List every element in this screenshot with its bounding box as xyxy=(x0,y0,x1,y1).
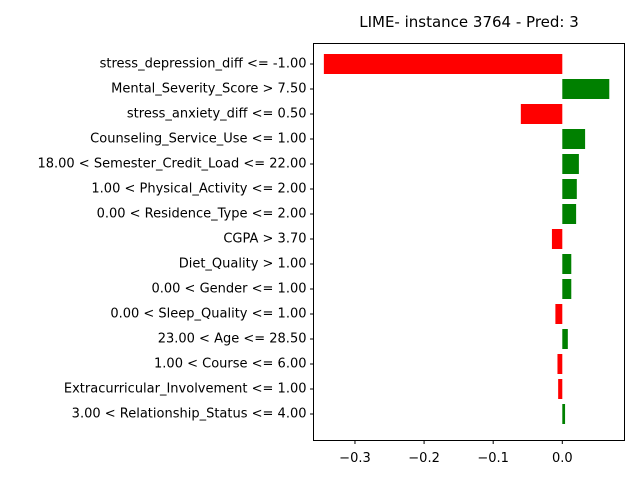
y-tick-label: 0.00 < Gender <= 1.00 xyxy=(151,282,306,297)
y-tick-label: 0.00 < Residence_Type <= 2.00 xyxy=(97,207,307,222)
y-tick-label: Extracurricular_Involvement <= 1.00 xyxy=(64,382,307,397)
y-tick-label: Diet_Quality > 1.00 xyxy=(179,257,307,272)
bar-5 xyxy=(562,179,577,199)
y-tick-label: 1.00 < Physical_Activity <= 2.00 xyxy=(91,182,306,197)
y-tick-label: Counseling_Service_Use <= 1.00 xyxy=(90,132,306,147)
y-tick-label: CGPA > 3.70 xyxy=(223,232,306,247)
x-tick-label: −0.1 xyxy=(477,451,509,466)
x-axis-ticks: −0.3 −0.2 −0.1 0.0 xyxy=(339,440,573,466)
y-tick-label: 18.00 < Semester_Credit_Load <= 22.00 xyxy=(37,157,306,172)
y-tick-label: 0.00 < Sleep_Quality <= 1.00 xyxy=(110,307,306,322)
bar-3 xyxy=(562,129,586,149)
y-tick-label: Mental_Severity_Score > 7.50 xyxy=(111,82,306,97)
bar-11 xyxy=(562,329,568,349)
bar-7 xyxy=(551,229,563,249)
x-tick-label: −0.3 xyxy=(339,451,371,466)
bar-8 xyxy=(562,254,572,274)
bar-13 xyxy=(558,379,563,399)
bar-6 xyxy=(562,204,577,224)
bar-14 xyxy=(562,404,566,424)
chart-title: LIME- instance 3764 - Pred: 3 xyxy=(359,13,579,31)
bar-4 xyxy=(562,154,579,174)
y-tick-label: 1.00 < Course <= 6.00 xyxy=(154,357,306,372)
bar-0 xyxy=(323,54,563,74)
bar-2 xyxy=(520,104,563,124)
x-tick-label: 0.0 xyxy=(552,451,573,466)
y-tick-label: stress_depression_diff <= -1.00 xyxy=(100,57,307,72)
y-tick-label: 23.00 < Age <= 28.50 xyxy=(158,332,307,347)
bar-12 xyxy=(557,354,563,374)
bar-9 xyxy=(562,279,572,299)
plot-frame xyxy=(313,43,625,441)
y-tick-label: stress_anxiety_diff <= 0.50 xyxy=(127,107,307,122)
y-axis-ticks: stress_depression_diff <= -1.00 Mental_Se… xyxy=(37,57,314,422)
y-tick-label: 3.00 < Relationship_Status <= 4.00 xyxy=(72,407,307,422)
bar-10 xyxy=(555,304,563,324)
bar-1 xyxy=(562,79,610,99)
x-tick-label: −0.2 xyxy=(408,451,440,466)
bars-group xyxy=(323,54,610,424)
